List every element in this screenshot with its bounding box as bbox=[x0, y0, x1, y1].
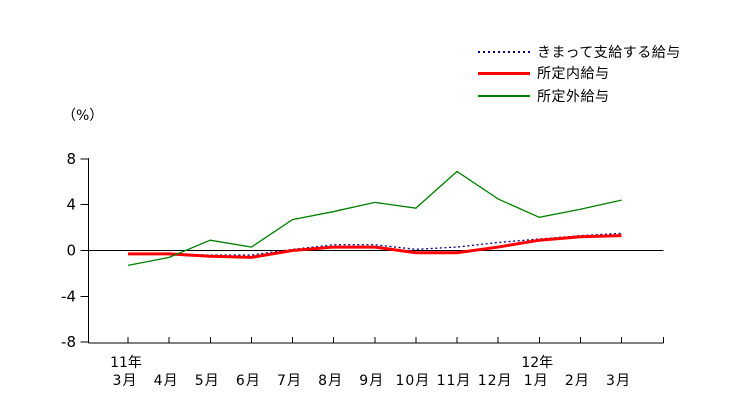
legend-label: 所定内給与 bbox=[537, 66, 610, 82]
y-tick-label: 8 bbox=[66, 150, 76, 168]
legend-label: きまって支給する給与 bbox=[537, 45, 681, 61]
x-tick-label: 2月 bbox=[565, 373, 590, 389]
x-tick-label: 11月 bbox=[437, 373, 472, 389]
legend-item-contractual-earnings: きまって支給する給与 bbox=[478, 42, 681, 62]
x-tick-label: 3月 bbox=[113, 373, 138, 389]
x-tick-label: 6月 bbox=[236, 373, 261, 389]
y-tick-label: 0 bbox=[66, 242, 76, 260]
legend-item-overtime-earnings: 所定外給与 bbox=[478, 86, 610, 106]
series-line-2 bbox=[127, 170, 622, 267]
legend-item-scheduled-earnings: 所定内給与 bbox=[478, 63, 610, 83]
x-tick-label: 12月 bbox=[478, 373, 513, 389]
x-axis-year-label: 12年 bbox=[521, 355, 553, 371]
x-tick-label: 4月 bbox=[154, 373, 179, 389]
y-tick-label: 4 bbox=[66, 196, 76, 214]
red-line-sample-icon bbox=[478, 71, 530, 75]
y-tick-label: -8 bbox=[61, 333, 76, 351]
dotted-line-sample-icon bbox=[478, 51, 530, 53]
green-line-sample-icon bbox=[478, 95, 530, 97]
x-tick-label: 7月 bbox=[277, 373, 302, 389]
x-tick-label: 8月 bbox=[318, 373, 343, 389]
y-tick-label: -4 bbox=[61, 287, 76, 305]
y-axis-unit-label: （%） bbox=[62, 108, 104, 124]
x-tick-label: 3月 bbox=[606, 373, 631, 389]
x-tick-label: 5月 bbox=[195, 373, 220, 389]
x-axis-year-label: 11年 bbox=[110, 355, 142, 371]
x-tick-label: 10月 bbox=[395, 373, 430, 389]
legend-label: 所定外給与 bbox=[537, 89, 610, 105]
x-tick-label: 1月 bbox=[524, 373, 549, 389]
series-line-1 bbox=[128, 234, 622, 259]
x-tick-label: 9月 bbox=[359, 373, 384, 389]
